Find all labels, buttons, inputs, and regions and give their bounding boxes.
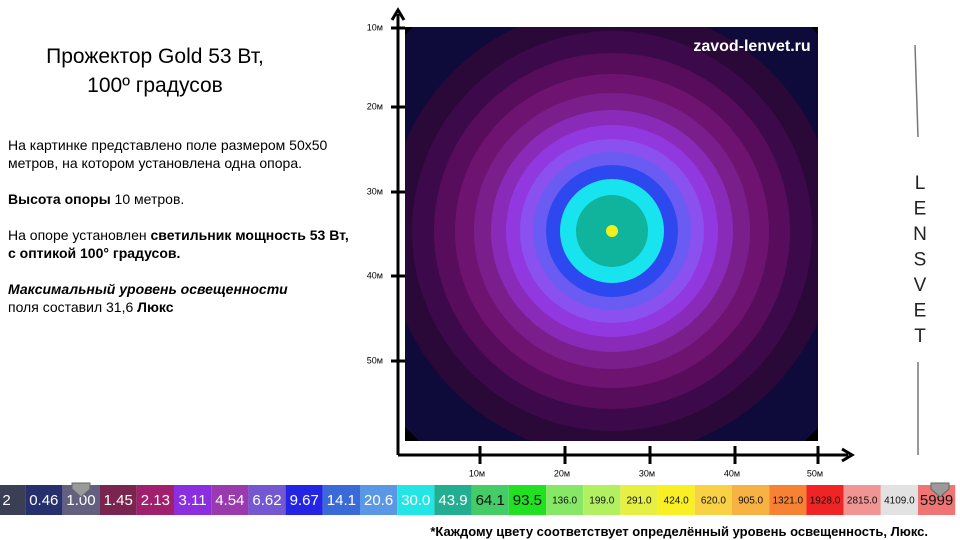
side-letter: E (914, 199, 927, 220)
text: На опоре установлен (8, 227, 151, 243)
footnote: *Каждому цвету соответствует определённы… (430, 524, 928, 539)
scale-cell (0, 485, 26, 515)
scale-label: 424.0 (664, 496, 689, 507)
x-axis-label: 10м (469, 468, 485, 478)
scale-label: 2 (2, 492, 10, 509)
side-letter: N (913, 224, 927, 245)
scale-cell (397, 485, 435, 515)
scale-cell (322, 485, 360, 515)
scale-cell (25, 485, 63, 515)
scale-label: 1321.0 (773, 496, 804, 507)
scale-cell (657, 485, 695, 515)
height: Высота опоры 10 метров. (8, 190, 358, 208)
scale-cell (694, 485, 732, 515)
scale-label: 4.54 (215, 492, 244, 509)
scale-label: 1.00 (66, 492, 95, 509)
scale-cell (434, 485, 472, 515)
scale-label: 20.6 (364, 492, 393, 509)
scale-label: 30.0 (401, 492, 430, 509)
scale-label: 14.1 (327, 492, 356, 509)
scale-label: 1928.0 (810, 496, 841, 507)
scale-marker (930, 482, 950, 498)
scale-label: 199.0 (589, 496, 614, 507)
watermark: zavod-lenvet.ru (693, 38, 810, 55)
scale-label: 136.0 (552, 496, 577, 507)
axes (390, 7, 855, 463)
y-axis-label: 40м (367, 270, 383, 280)
x-axis-label: 20м (554, 468, 570, 478)
y-axis-label: 20м (367, 101, 383, 111)
scale-cell (211, 485, 249, 515)
scale-label: 6.62 (252, 492, 281, 509)
x-axis-label: 30м (639, 468, 655, 478)
scale-label: 1.45 (104, 492, 133, 509)
scale-cell (248, 485, 286, 515)
description: На картинке представлено поле размером 5… (8, 136, 358, 334)
scale-label: 9.67 (290, 492, 319, 509)
scale-cell (471, 485, 509, 515)
title: Прожектор Gold 53 Вт, 100º градусов (0, 42, 310, 100)
scale-marker (71, 482, 91, 498)
scale-cell (360, 485, 398, 515)
x-axis-label: 40м (724, 468, 740, 478)
scale-cell (732, 485, 770, 515)
bold: Высота опоры (8, 191, 111, 207)
fixture: На опоре установлен светильник мощность … (8, 226, 358, 262)
scale-label: 3.11 (179, 492, 207, 509)
y-arrow (390, 7, 406, 21)
bold: Люкс (137, 299, 174, 315)
scale-cell (880, 485, 918, 515)
x-arrow (841, 447, 855, 463)
scale-cell (583, 485, 621, 515)
x-axis-label: 50м (807, 468, 823, 478)
scale-cell (174, 485, 212, 515)
scale-cell (136, 485, 174, 515)
scale-label: 0.46 (29, 492, 58, 509)
bold-italic: Максимальный уровень освещенности (8, 281, 288, 297)
side-letter: V (914, 275, 927, 296)
scale-cell (843, 485, 881, 515)
max-level: Максимальный уровень освещенности поля со… (8, 280, 358, 316)
text: поля составил 31,6 (8, 299, 138, 315)
color-scale: 2 0.46 1.00 1.45 2.13 3.11 4.54 6.62 9.67 14.1 20.… (0, 482, 956, 515)
scale-cell (769, 485, 807, 515)
scale-label: 2815.0 (847, 496, 878, 507)
bold: светильник мощность 53 Вт, с оптикой 100… (8, 227, 349, 261)
scale-label: 93.5 (513, 492, 542, 509)
side-letter: E (914, 301, 927, 322)
scale-cell (546, 485, 584, 515)
scale-label: 2.13 (141, 492, 170, 509)
center (606, 225, 618, 237)
scale-label: 291.0 (626, 496, 651, 507)
intro: На картинке представлено поле размером 5… (8, 137, 328, 171)
y-axis-label: 30м (367, 186, 383, 196)
scale-label: 620.0 (701, 496, 726, 507)
y-axis-label: 50м (367, 355, 383, 365)
scale-cell (508, 485, 546, 515)
y-axis-label: 10м (367, 22, 383, 32)
scale-cell (620, 485, 658, 515)
text: 10 метров. (110, 191, 185, 207)
side-letter: S (914, 250, 927, 271)
scale-cell (99, 485, 137, 515)
scale-label: 4109.0 (884, 496, 915, 507)
title-line: Прожектор Gold 53 Вт, (46, 45, 264, 68)
light-map (405, 27, 818, 441)
scale-label: 43.9 (438, 492, 467, 509)
side-letter: L (915, 173, 926, 194)
scale-cell (285, 485, 323, 515)
scale-label: 905.0 (738, 496, 763, 507)
side-letter: T (914, 326, 926, 347)
side-lines (914, 44, 919, 455)
scale-label: 64.1 (476, 492, 505, 509)
scale-cell (806, 485, 844, 515)
scale-label: 5999 (920, 492, 953, 509)
title-line: 100º градусов (87, 74, 223, 97)
